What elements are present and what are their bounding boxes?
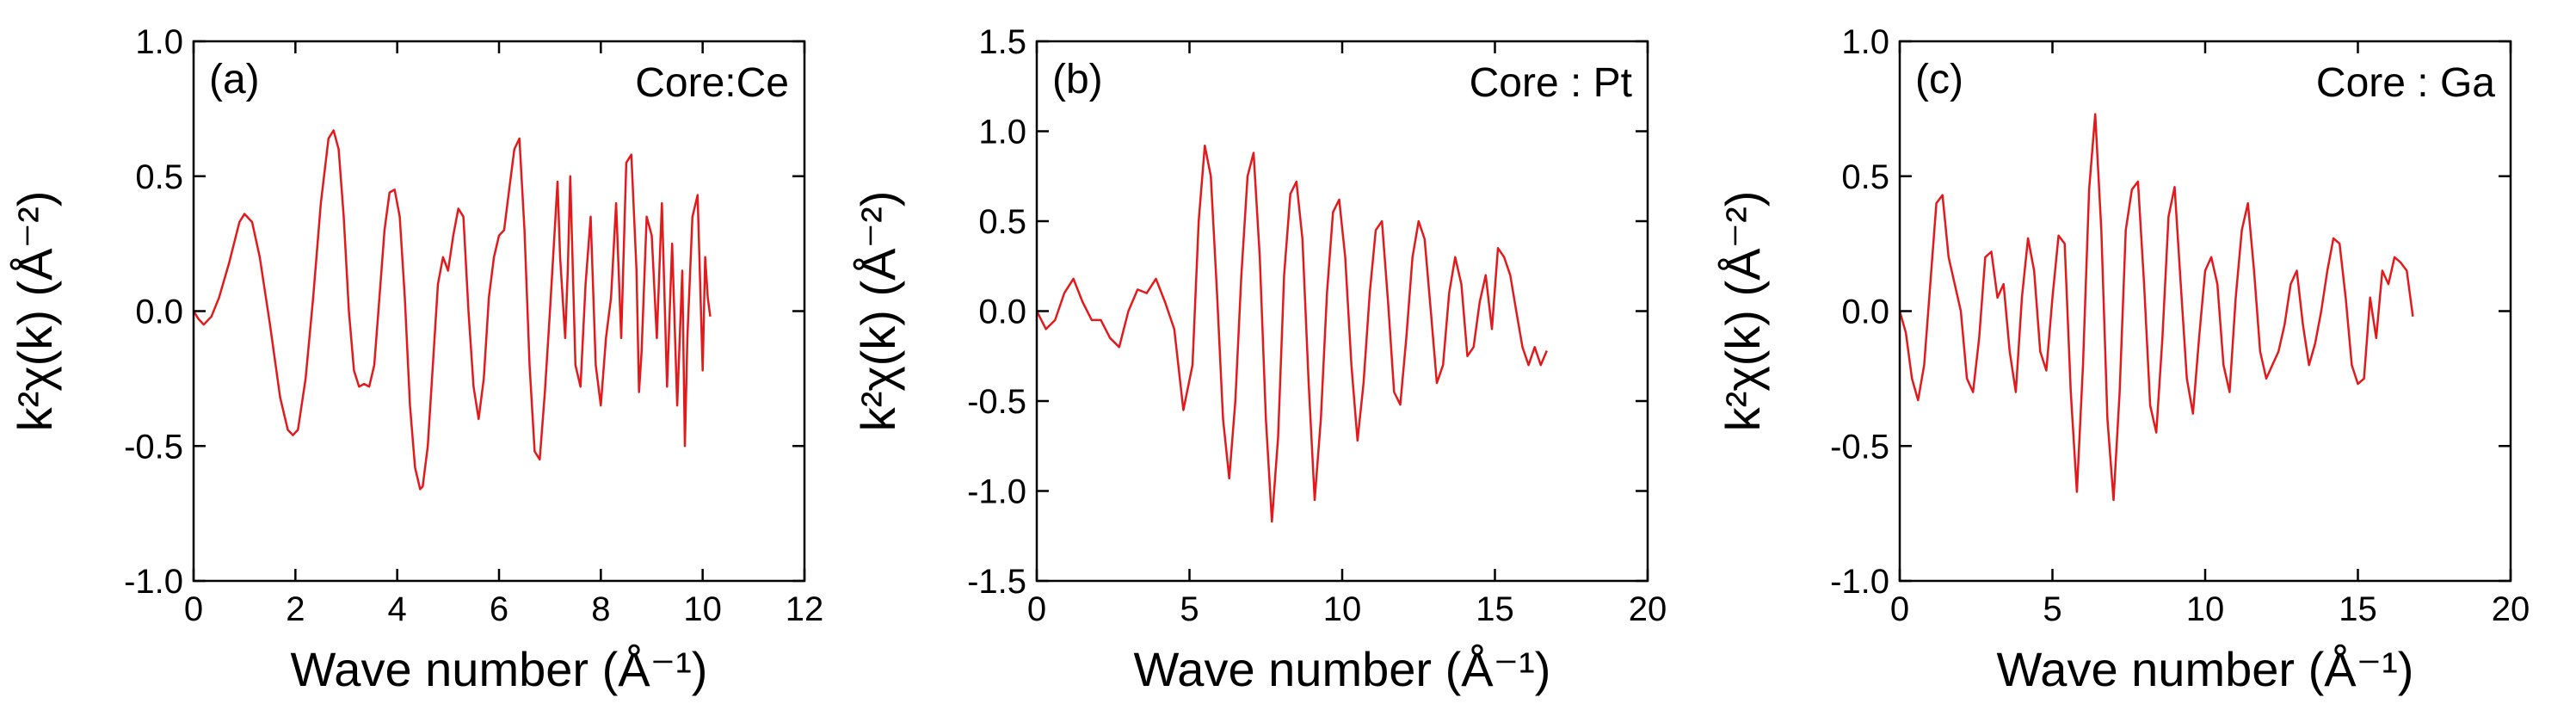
y-tick-label: 1.0 bbox=[135, 23, 183, 61]
y-tick-label: 1.5 bbox=[978, 23, 1026, 61]
panel-label: (a) bbox=[209, 57, 260, 102]
x-tick-label: 15 bbox=[2339, 590, 2377, 628]
x-tick-label: 5 bbox=[2043, 590, 2061, 628]
plot-frame bbox=[192, 40, 806, 583]
y-tick-label: 0.0 bbox=[978, 293, 1026, 331]
x-axis-label: Wave number (Å⁻¹) bbox=[291, 642, 708, 696]
x-axis-label: Wave number (Å⁻¹) bbox=[1997, 642, 2414, 696]
plot-frame bbox=[1898, 40, 2512, 583]
x-tick-label: 10 bbox=[1323, 590, 1362, 628]
y-tick-label: 0.5 bbox=[1841, 158, 1889, 196]
x-tick-label: 10 bbox=[2186, 590, 2225, 628]
series-line-ce bbox=[192, 129, 712, 491]
x-tick-label: 0 bbox=[1890, 590, 1909, 628]
y-axis-label: k²χ(k) (Å⁻²) bbox=[1716, 191, 1770, 432]
y-axis-label: k²χ(k) (Å⁻²) bbox=[851, 191, 905, 432]
x-tick-label: 8 bbox=[591, 590, 610, 628]
y-tick-label: -1.5 bbox=[967, 563, 1026, 601]
core-annotation: Core : Ga bbox=[2316, 60, 2495, 106]
x-axis-label: Wave number (Å⁻¹) bbox=[1134, 642, 1551, 696]
chart-panel-0: 0 2 4 6 8 10 12 -1.0 -0.5 0.0 0.5 1.0 Wave number (Å… bbox=[8, 23, 823, 696]
x-tick-label: 0 bbox=[184, 590, 203, 628]
x-tick-label: 0 bbox=[1027, 590, 1046, 628]
x-tick-label: 12 bbox=[786, 590, 824, 628]
y-tick-label: -1.0 bbox=[967, 473, 1026, 511]
y-tick-label: -1.0 bbox=[124, 563, 183, 601]
y-tick-label: 0.5 bbox=[978, 203, 1026, 241]
core-annotation: Core : Pt bbox=[1470, 60, 1632, 106]
y-tick-label: -0.5 bbox=[1830, 428, 1889, 466]
y-tick-label: 0.5 bbox=[135, 158, 183, 196]
y-tick-label: -1.0 bbox=[1830, 563, 1889, 601]
core-annotation: Core:Ce bbox=[635, 60, 789, 106]
x-tick-label: 20 bbox=[1629, 590, 1667, 628]
panel-label: (c) bbox=[1915, 57, 1963, 102]
x-tick-label: 20 bbox=[2492, 590, 2530, 628]
x-tick-label: 15 bbox=[1476, 590, 1514, 628]
series-line-pt bbox=[1035, 144, 1548, 523]
y-tick-label: 0.0 bbox=[135, 293, 183, 331]
series-line-ga bbox=[1898, 113, 2414, 502]
y-axis-label: k²χ(k) (Å⁻²) bbox=[8, 191, 62, 432]
x-tick-label: 4 bbox=[388, 590, 407, 628]
chart-panel-1: 0 5 10 15 20 -1.5 -1.0 -0.5 0.0 0.5 1.0 1.5 Wave num… bbox=[851, 23, 1667, 696]
x-tick-label: 6 bbox=[490, 590, 508, 628]
x-tick-label: 5 bbox=[1180, 590, 1199, 628]
x-tick-label: 10 bbox=[683, 590, 722, 628]
chart-panel-2: 0 5 10 15 20 -1.0 -0.5 0.0 0.5 1.0 Wave number (Å⁻… bbox=[1716, 23, 2530, 696]
y-tick-label: 1.0 bbox=[1841, 23, 1889, 61]
y-tick-label: -0.5 bbox=[124, 428, 183, 466]
panel-label: (b) bbox=[1052, 57, 1103, 102]
x-tick-label: 2 bbox=[286, 590, 305, 628]
y-tick-label: 0.0 bbox=[1841, 293, 1889, 331]
y-tick-label: -0.5 bbox=[967, 383, 1026, 421]
y-tick-label: 1.0 bbox=[978, 114, 1026, 151]
